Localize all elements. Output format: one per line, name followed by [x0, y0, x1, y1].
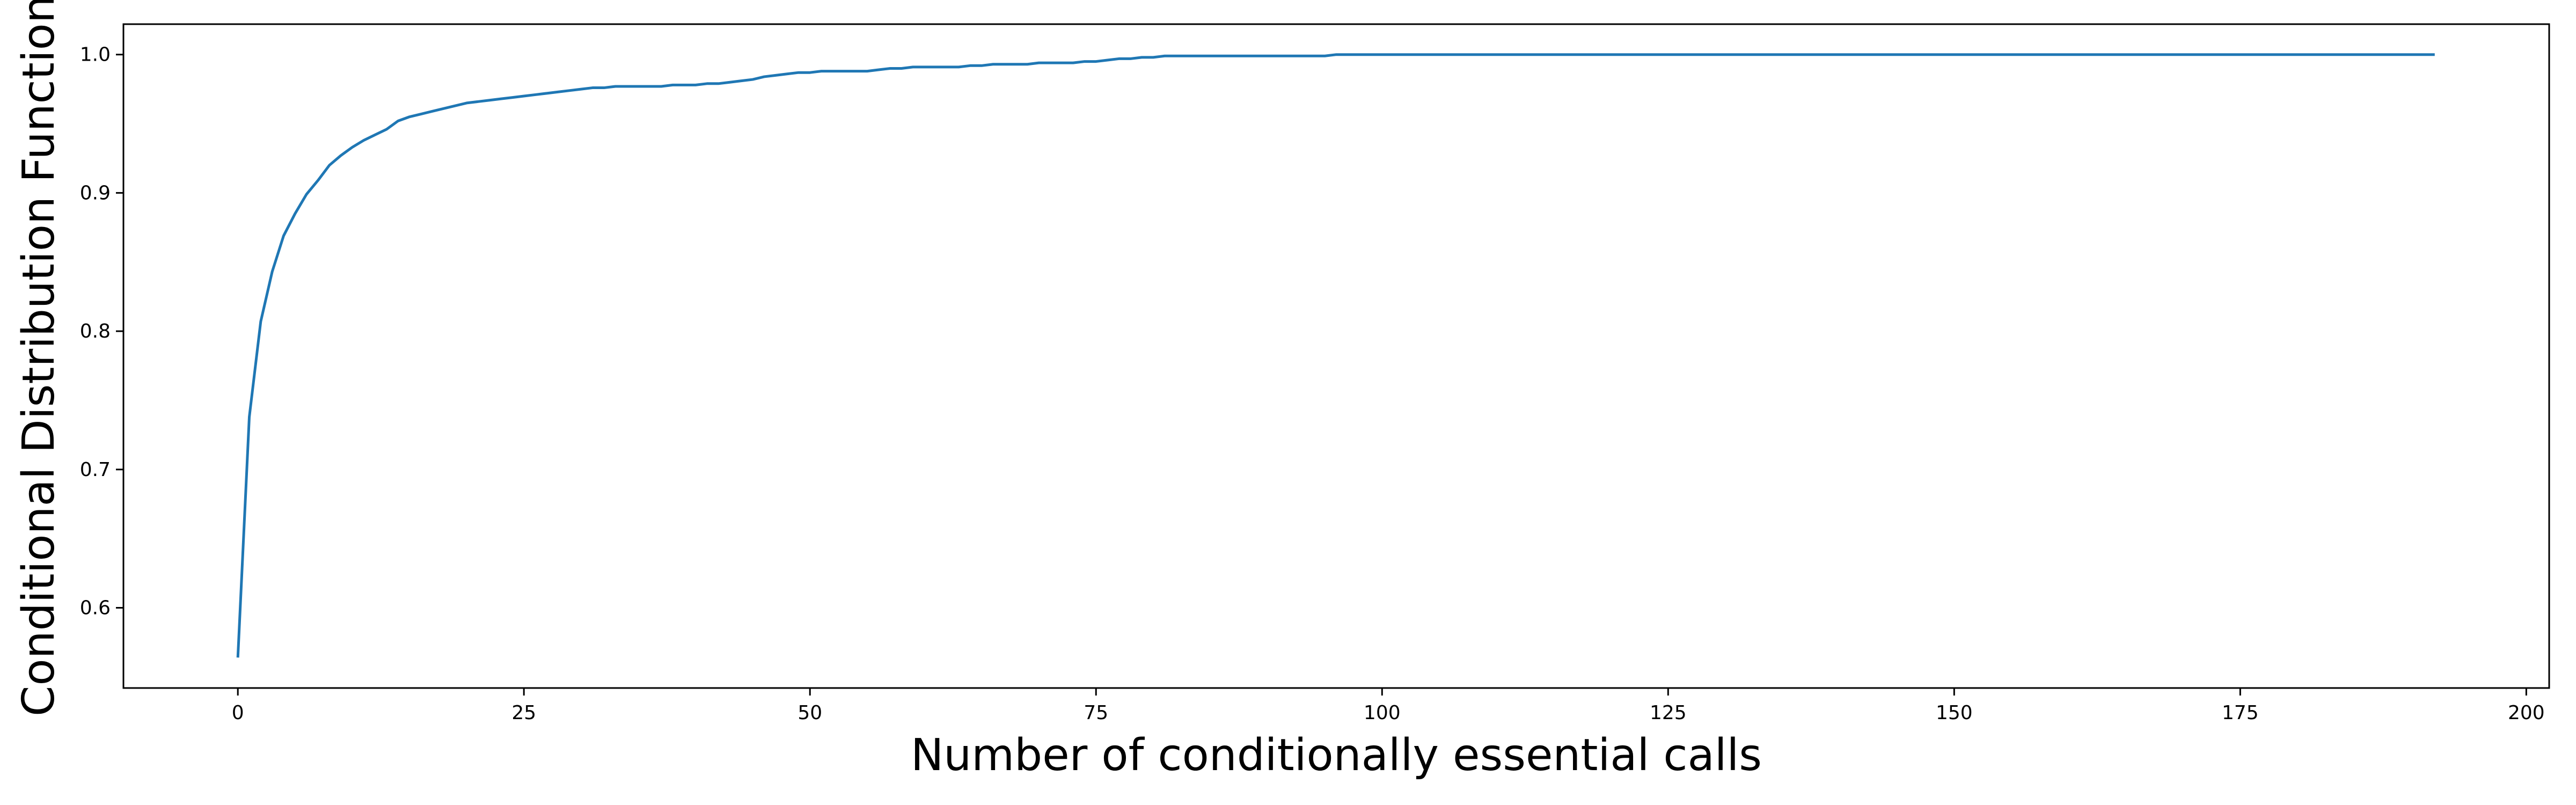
x-tick-label: 0: [232, 702, 244, 724]
x-tick-label: 175: [2222, 702, 2259, 724]
y-axis-ticks: 0.6 0.7 0.8 0.9 1.0: [80, 44, 123, 619]
cdf-series-line: [236, 53, 2435, 658]
x-tick-label: 125: [1650, 702, 1687, 724]
plot-area: [123, 24, 2549, 688]
y-tick-label: 0.9: [80, 182, 111, 204]
y-tick-label: 1.0: [80, 44, 111, 66]
y-tick-label: 0.8: [80, 320, 111, 342]
x-tick-label: 75: [1084, 702, 1108, 724]
x-tick-label: 50: [797, 702, 822, 724]
y-tick-label: 0.6: [80, 597, 111, 619]
plot-frame: [122, 23, 2550, 689]
x-tick-label: 150: [1936, 702, 1973, 724]
x-tick-label: 200: [2508, 702, 2545, 724]
x-tick-label: 25: [511, 702, 536, 724]
x-axis-ticks: 0 25 50 75 100 125 150 175 200: [232, 688, 2545, 724]
x-axis-label: Number of conditionally essential calls: [911, 730, 1762, 781]
y-axis-label: Conditional Distribution Function: [13, 0, 64, 716]
y-tick-label: 0.7: [80, 459, 111, 481]
x-tick-label: 100: [1364, 702, 1401, 724]
